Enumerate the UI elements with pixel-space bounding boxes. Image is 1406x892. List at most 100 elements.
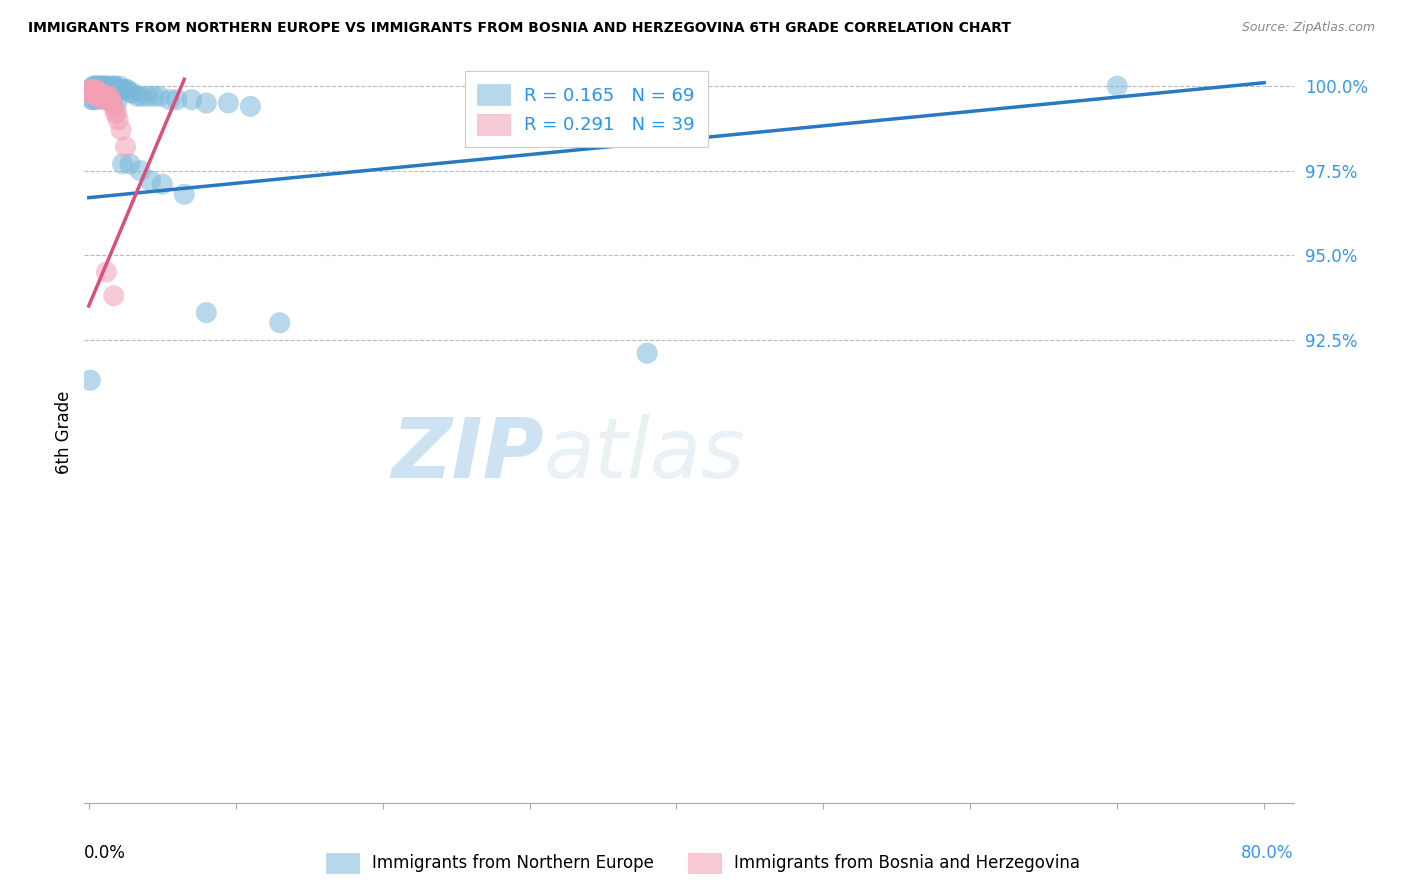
Text: 80.0%: 80.0% xyxy=(1241,844,1294,862)
Point xyxy=(217,95,239,110)
Point xyxy=(82,82,104,96)
Text: IMMIGRANTS FROM NORTHERN EUROPE VS IMMIGRANTS FROM BOSNIA AND HERZEGOVINA 6TH GR: IMMIGRANTS FROM NORTHERN EUROPE VS IMMIG… xyxy=(28,21,1011,36)
Point xyxy=(83,82,105,96)
Point xyxy=(91,89,114,103)
Point xyxy=(107,112,129,127)
Point xyxy=(111,82,134,96)
Point xyxy=(80,93,103,107)
Point xyxy=(83,86,105,100)
Point xyxy=(87,89,110,103)
Point xyxy=(80,82,103,96)
Point xyxy=(96,79,118,94)
Point xyxy=(103,289,125,303)
Point xyxy=(195,305,218,319)
Point xyxy=(142,89,165,103)
Point xyxy=(636,346,658,360)
Point xyxy=(91,89,114,103)
Point xyxy=(100,82,122,96)
Point xyxy=(94,82,117,96)
Point xyxy=(101,82,124,96)
Point xyxy=(98,82,121,96)
Point xyxy=(96,82,118,96)
Point xyxy=(105,82,128,96)
Point xyxy=(101,95,124,110)
Point xyxy=(107,82,129,96)
Point xyxy=(121,86,143,100)
Point xyxy=(239,99,262,113)
Point xyxy=(93,79,115,94)
Point xyxy=(1107,79,1129,94)
Legend: R = 0.165   N = 69, R = 0.291   N = 39: R = 0.165 N = 69, R = 0.291 N = 39 xyxy=(465,71,707,147)
Point xyxy=(150,177,173,191)
Point xyxy=(91,93,114,107)
Point xyxy=(105,95,128,110)
Text: 0.0%: 0.0% xyxy=(84,844,127,862)
Point xyxy=(104,79,127,94)
Point xyxy=(94,79,117,94)
Point xyxy=(269,316,291,330)
Point xyxy=(118,157,141,171)
Point xyxy=(87,89,110,103)
Text: ZIP: ZIP xyxy=(391,414,544,495)
Point xyxy=(83,82,105,96)
Point xyxy=(84,89,107,103)
Point xyxy=(87,82,110,96)
Point xyxy=(96,89,118,103)
Point xyxy=(87,86,110,100)
Point xyxy=(93,82,115,96)
Point xyxy=(114,140,136,154)
Point xyxy=(80,86,103,100)
Point xyxy=(97,82,120,96)
Point xyxy=(166,93,188,107)
Point xyxy=(82,82,104,96)
Point xyxy=(83,86,105,100)
Point xyxy=(104,106,127,120)
Text: Source: ZipAtlas.com: Source: ZipAtlas.com xyxy=(1241,21,1375,35)
Point xyxy=(108,79,131,94)
Point xyxy=(84,86,107,100)
Point xyxy=(115,82,138,96)
Point xyxy=(136,89,159,103)
Point xyxy=(87,89,110,103)
Point xyxy=(82,86,104,100)
Point xyxy=(83,79,105,94)
Point xyxy=(98,89,121,103)
Point xyxy=(84,93,107,107)
Point xyxy=(84,82,107,96)
Point xyxy=(105,106,128,120)
Point xyxy=(111,157,134,171)
Point xyxy=(139,174,162,188)
Point xyxy=(110,82,132,96)
Point xyxy=(159,93,181,107)
Point xyxy=(100,93,122,107)
Point xyxy=(110,123,132,137)
Legend: Immigrants from Northern Europe, Immigrants from Bosnia and Herzegovina: Immigrants from Northern Europe, Immigra… xyxy=(319,847,1087,880)
Point xyxy=(195,95,218,110)
Point xyxy=(101,95,124,110)
Text: atlas: atlas xyxy=(544,414,745,495)
Point xyxy=(86,89,108,103)
Point xyxy=(97,89,120,103)
Point xyxy=(173,187,195,202)
Point xyxy=(89,82,111,96)
Point xyxy=(100,79,122,94)
Point xyxy=(103,99,125,113)
Point xyxy=(80,86,103,100)
Point xyxy=(84,79,107,94)
Point xyxy=(93,89,115,103)
Point xyxy=(87,79,110,94)
Point xyxy=(86,82,108,96)
Point xyxy=(82,86,104,100)
Point xyxy=(148,89,170,103)
Point xyxy=(79,86,101,100)
Point xyxy=(131,89,153,103)
Point xyxy=(114,82,136,96)
Point xyxy=(86,86,108,100)
Point xyxy=(103,79,125,94)
Point xyxy=(89,79,111,94)
Point xyxy=(82,79,104,94)
Point xyxy=(97,89,120,103)
Point xyxy=(80,82,103,96)
Point xyxy=(94,93,117,107)
Point xyxy=(89,86,111,100)
